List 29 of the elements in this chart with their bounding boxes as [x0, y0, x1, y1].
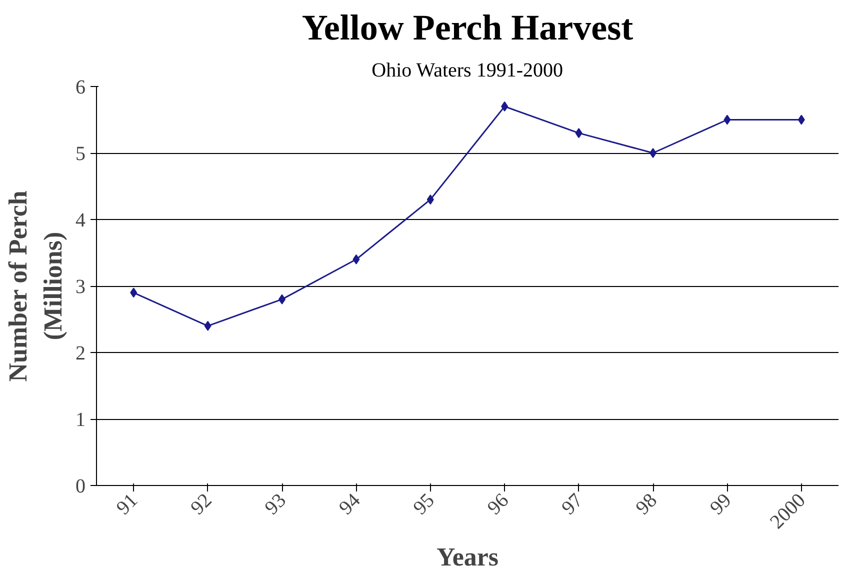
y-tick-label: 6 [76, 76, 86, 98]
point [798, 114, 805, 125]
y-tick-label: 3 [76, 276, 86, 298]
y-tick-label: 2 [76, 342, 86, 364]
x-tick-label: 93 [260, 489, 290, 520]
point [650, 148, 656, 158]
y-tick-label: 5 [76, 143, 86, 165]
point [501, 101, 508, 112]
point [575, 128, 582, 138]
y-tick-label: 4 [76, 210, 86, 232]
chart-subtitle: Ohio Waters 1991-2000 [372, 60, 563, 82]
point [204, 320, 212, 331]
x-tick-label: 97 [558, 489, 588, 520]
point [426, 194, 434, 205]
y-tick-label: 1 [76, 409, 86, 431]
y-tick-label: 0 [76, 476, 86, 498]
x-tick-label: 94 [334, 489, 365, 520]
x-tick-label: 99 [706, 489, 736, 520]
x-axis-title: Years [436, 542, 499, 572]
x-tick-label: 91 [112, 489, 142, 520]
y-axis-title: Number of Perch (Millions) [4, 190, 68, 382]
chart-title: Yellow Perch Harvest [302, 8, 634, 48]
x-tick-label: 95 [409, 489, 439, 520]
x-tick-label: 98 [632, 489, 662, 520]
x-tick-label: 96 [483, 489, 514, 520]
point [724, 114, 731, 125]
x-tick-label: 92 [186, 489, 216, 520]
point [352, 254, 360, 264]
point [130, 288, 138, 298]
